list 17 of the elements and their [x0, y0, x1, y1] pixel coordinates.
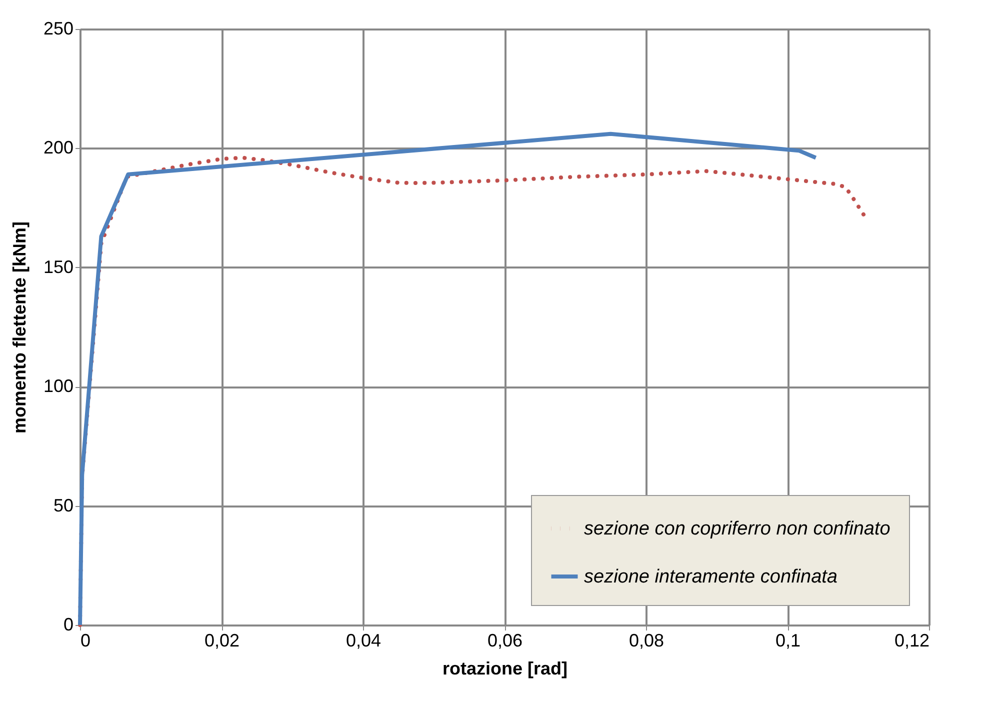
legend-label: sezione con copriferro non confinato [584, 518, 890, 540]
y-axis-title: momento flettente [kNm] [9, 221, 30, 434]
x-axis-title: rotazione [rad] [442, 658, 568, 678]
y-tick-label: 200 [43, 138, 74, 158]
y-tick-label: 250 [43, 18, 74, 38]
y-tick-label: 150 [43, 256, 74, 277]
y-tick-label: 0 [63, 614, 74, 634]
y-tick-label: 100 [43, 376, 74, 396]
x-tick-label: 0,08 [628, 630, 664, 650]
x-tick-label: 0,02 [204, 630, 240, 650]
x-tick-label: 0 [80, 630, 91, 650]
x-tick-label: 0,06 [487, 630, 523, 650]
x-tick-label: 0,12 [894, 630, 930, 650]
x-tick-label: 0,1 [775, 630, 801, 650]
x-tick-label: 0,04 [346, 630, 382, 650]
y-tick-label: 50 [53, 495, 74, 516]
legend-label: sezione interamente confinata [584, 566, 838, 588]
